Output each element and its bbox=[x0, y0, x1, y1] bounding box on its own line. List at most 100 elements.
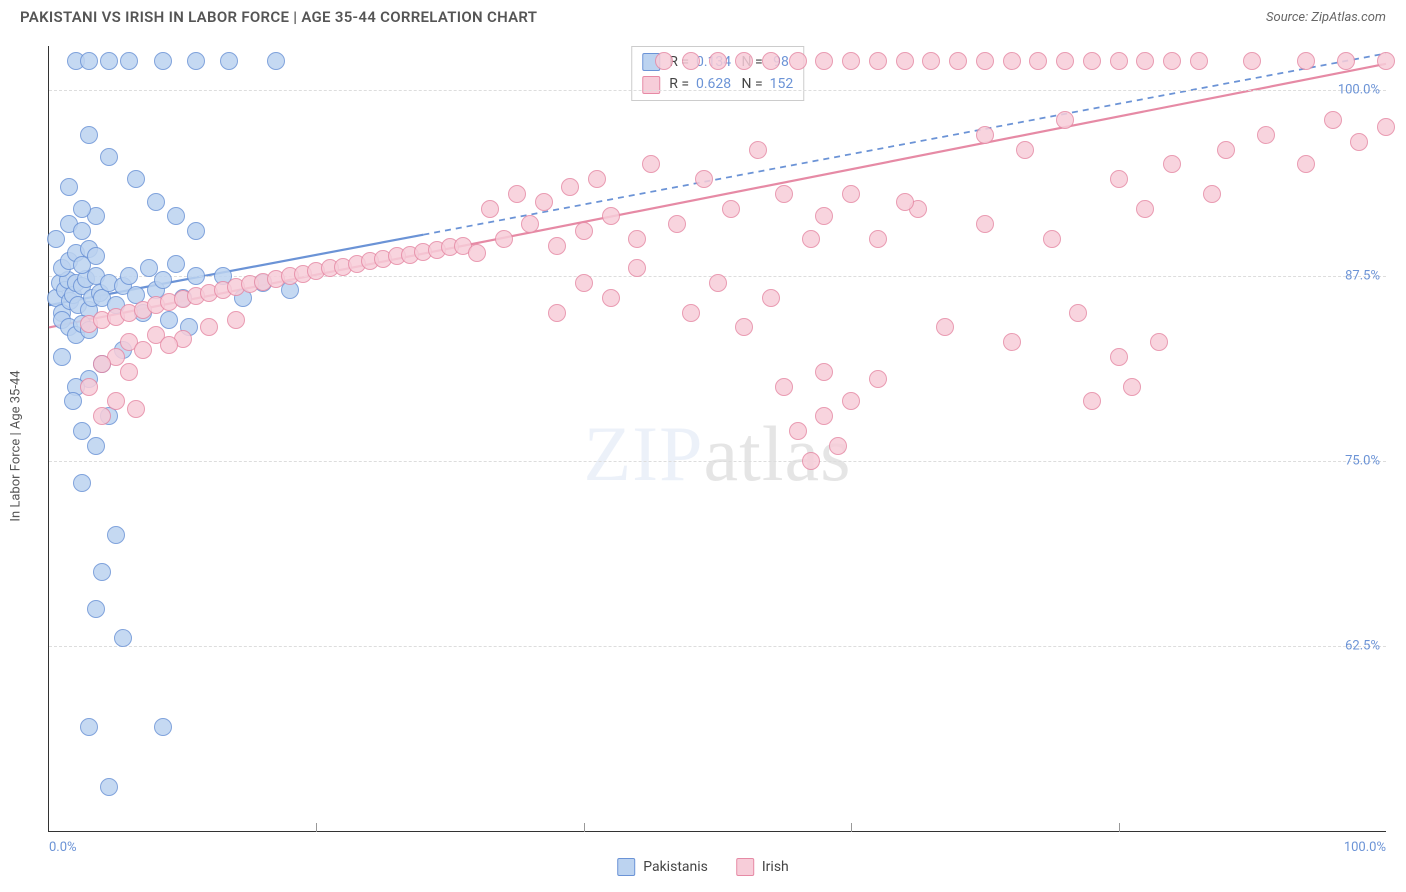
scatter-point bbox=[60, 178, 78, 196]
scatter-point bbox=[1136, 200, 1154, 218]
scatter-point bbox=[668, 215, 686, 233]
scatter-point bbox=[588, 170, 606, 188]
scatter-point bbox=[73, 422, 91, 440]
scatter-point bbox=[127, 400, 145, 418]
gridline-vertical bbox=[316, 823, 317, 832]
scatter-point bbox=[1136, 52, 1154, 70]
scatter-point bbox=[1377, 52, 1395, 70]
scatter-point bbox=[1243, 52, 1261, 70]
scatter-point bbox=[100, 52, 118, 70]
scatter-point bbox=[842, 52, 860, 70]
scatter-point bbox=[869, 52, 887, 70]
scatter-point bbox=[1056, 111, 1074, 129]
legend-label: Irish bbox=[762, 859, 789, 875]
title-bar: PAKISTANI VS IRISH IN LABOR FORCE | AGE … bbox=[0, 0, 1406, 30]
scatter-point bbox=[1110, 52, 1128, 70]
scatter-point bbox=[762, 52, 780, 70]
scatter-point bbox=[1123, 378, 1141, 396]
scatter-point bbox=[73, 474, 91, 492]
scatter-point bbox=[100, 148, 118, 166]
scatter-point bbox=[628, 259, 646, 277]
scatter-point bbox=[1043, 230, 1061, 248]
scatter-point bbox=[976, 52, 994, 70]
scatter-point bbox=[47, 230, 65, 248]
scatter-point bbox=[187, 267, 205, 285]
scatter-point bbox=[1190, 52, 1208, 70]
scatter-point bbox=[93, 563, 111, 581]
scatter-point bbox=[896, 193, 914, 211]
scatter-point bbox=[936, 318, 954, 336]
scatter-point bbox=[1324, 111, 1342, 129]
scatter-point bbox=[167, 207, 185, 225]
scatter-point bbox=[575, 274, 593, 292]
scatter-point bbox=[73, 200, 91, 218]
scatter-point bbox=[749, 141, 767, 159]
scatter-point bbox=[521, 215, 539, 233]
scatter-point bbox=[495, 230, 513, 248]
y-axis-label: In Labor Force | Age 35-44 bbox=[9, 370, 24, 521]
scatter-point bbox=[220, 52, 238, 70]
scatter-point bbox=[87, 437, 105, 455]
legend-swatch bbox=[617, 858, 635, 876]
scatter-point bbox=[1377, 118, 1395, 136]
scatter-point bbox=[120, 267, 138, 285]
scatter-point bbox=[120, 363, 138, 381]
scatter-point bbox=[73, 222, 91, 240]
scatter-point bbox=[187, 222, 205, 240]
scatter-point bbox=[762, 289, 780, 307]
gridline-vertical bbox=[584, 823, 585, 832]
scatter-point bbox=[93, 407, 111, 425]
legend-swatch bbox=[736, 858, 754, 876]
scatter-point bbox=[134, 341, 152, 359]
scatter-point bbox=[602, 289, 620, 307]
scatter-point bbox=[548, 237, 566, 255]
scatter-point bbox=[1110, 348, 1128, 366]
x-tick-label-min: 0.0% bbox=[49, 840, 77, 855]
scatter-point bbox=[789, 422, 807, 440]
scatter-point bbox=[842, 185, 860, 203]
scatter-point bbox=[976, 215, 994, 233]
scatter-point bbox=[709, 274, 727, 292]
correlation-legend-row: R = 0.628 N = 152 bbox=[642, 73, 794, 95]
scatter-point bbox=[64, 392, 82, 410]
scatter-point bbox=[548, 304, 566, 322]
scatter-point bbox=[481, 200, 499, 218]
gridline-horizontal bbox=[49, 461, 1386, 462]
correlation-stats: R = 0.628 N = 152 bbox=[666, 73, 794, 95]
scatter-point bbox=[682, 52, 700, 70]
gridline-vertical bbox=[1119, 823, 1120, 832]
scatter-point bbox=[735, 52, 753, 70]
scatter-point bbox=[167, 255, 185, 273]
gridline-vertical bbox=[851, 823, 852, 832]
scatter-point bbox=[922, 52, 940, 70]
scatter-point bbox=[1029, 52, 1047, 70]
scatter-point bbox=[1163, 52, 1181, 70]
legend-item: Irish bbox=[736, 858, 789, 876]
scatter-point bbox=[154, 52, 172, 70]
scatter-point bbox=[87, 247, 105, 265]
scatter-point bbox=[642, 155, 660, 173]
gridline-horizontal bbox=[49, 90, 1386, 91]
scatter-point bbox=[535, 193, 553, 211]
scatter-point bbox=[869, 230, 887, 248]
scatter-point bbox=[815, 407, 833, 425]
scatter-point bbox=[120, 52, 138, 70]
watermark-zip: ZIP bbox=[584, 410, 704, 497]
scatter-point bbox=[735, 318, 753, 336]
scatter-point bbox=[127, 170, 145, 188]
scatter-point bbox=[468, 244, 486, 262]
scatter-point bbox=[114, 629, 132, 647]
scatter-point bbox=[789, 52, 807, 70]
scatter-point bbox=[829, 437, 847, 455]
scatter-point bbox=[160, 311, 178, 329]
scatter-point bbox=[508, 185, 526, 203]
scatter-point bbox=[1163, 155, 1181, 173]
scatter-point bbox=[722, 200, 740, 218]
scatter-point bbox=[87, 600, 105, 618]
scatter-point bbox=[575, 222, 593, 240]
scatter-point bbox=[80, 52, 98, 70]
scatter-point bbox=[602, 207, 620, 225]
scatter-point bbox=[1003, 333, 1021, 351]
scatter-point bbox=[695, 170, 713, 188]
scatter-point bbox=[815, 363, 833, 381]
